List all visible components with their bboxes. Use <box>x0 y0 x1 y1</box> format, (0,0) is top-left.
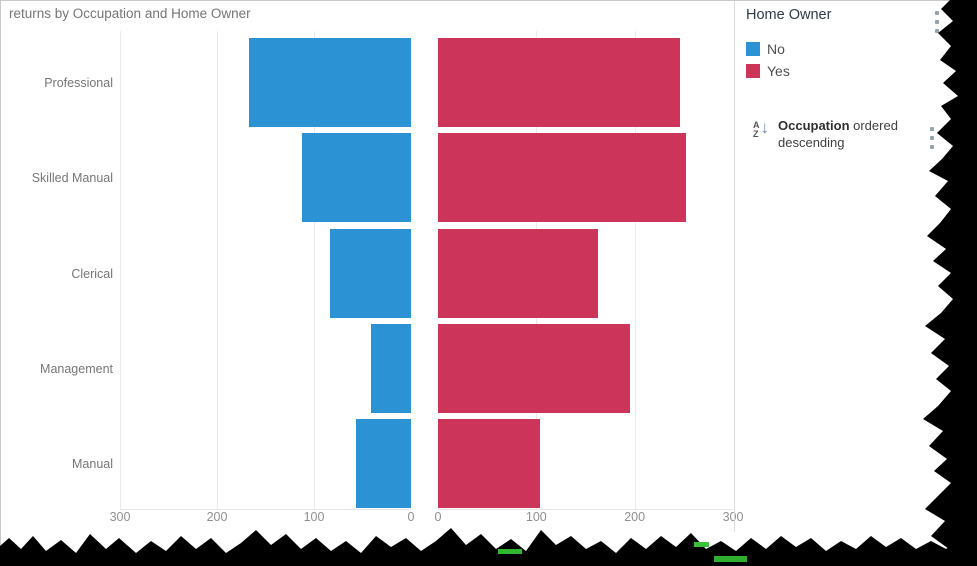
sort-text: Occupation ordered descending <box>778 117 910 151</box>
chart-title: returns by Occupation and Home Owner <box>9 6 251 21</box>
axis-tick-right-300: 300 <box>722 510 744 524</box>
bar-yes-management[interactable] <box>438 324 630 413</box>
axis-tick-right-100: 100 <box>525 510 547 524</box>
axis-tick-left-200: 200 <box>206 510 228 524</box>
axis-tick-right-200: 200 <box>624 510 646 524</box>
gridline-200 <box>217 31 218 509</box>
bar-yes-manual[interactable] <box>438 419 541 508</box>
axis-tick-left-100: 100 <box>303 510 325 524</box>
gridline-200 <box>634 31 636 509</box>
bar-yes-skilled-manual[interactable] <box>438 133 686 222</box>
sort-menu-ellipsis-icon[interactable] <box>930 127 934 149</box>
sort-suffix: ordered descending <box>778 118 898 150</box>
bar-no-management[interactable] <box>371 324 411 413</box>
category-label: Management <box>40 361 113 376</box>
bar-no-skilled-manual[interactable] <box>302 133 411 222</box>
category-label: Clerical <box>71 266 113 281</box>
sort-az-descending-icon: A Z ↓ <box>753 117 769 151</box>
sort-down-arrow-icon: ↓ <box>760 118 770 137</box>
axis-tick-left-300: 300 <box>109 510 131 524</box>
legend-item-no[interactable]: No <box>746 41 785 57</box>
legend-item-yes[interactable]: Yes <box>746 63 790 79</box>
bar-yes-clerical[interactable] <box>438 229 599 318</box>
plot-area-no <box>120 31 411 510</box>
category-label: Skilled Manual <box>31 170 113 185</box>
legend-label: No <box>767 41 785 57</box>
legend-swatch-no <box>746 42 760 56</box>
legend-label: Yes <box>767 63 790 79</box>
gridline-100 <box>314 31 315 509</box>
sort-field: Occupation <box>778 118 850 133</box>
legend-menu-ellipsis-icon[interactable] <box>935 11 939 33</box>
sort-icon-letter-a: A <box>753 120 760 130</box>
plot-area-yes <box>438 31 733 510</box>
legend-swatch-yes <box>746 64 760 78</box>
legend-title: Home Owner <box>746 7 832 23</box>
sort-icon-letter-z: Z <box>753 129 759 139</box>
bar-no-clerical[interactable] <box>329 229 411 318</box>
bar-yes-professional[interactable] <box>438 38 680 127</box>
bar-no-manual[interactable] <box>355 419 411 508</box>
legend-panel-divider <box>734 1 735 532</box>
category-label: Manual <box>72 456 113 471</box>
axis-tick-left-0: 0 <box>407 510 415 524</box>
axis-tick-right-0: 0 <box>434 510 442 524</box>
gridline-300 <box>120 31 121 509</box>
category-label: Professional <box>44 75 113 90</box>
sort-indicator[interactable]: A Z ↓ Occupation ordered descending <box>753 117 910 151</box>
bar-no-professional[interactable] <box>249 38 411 127</box>
